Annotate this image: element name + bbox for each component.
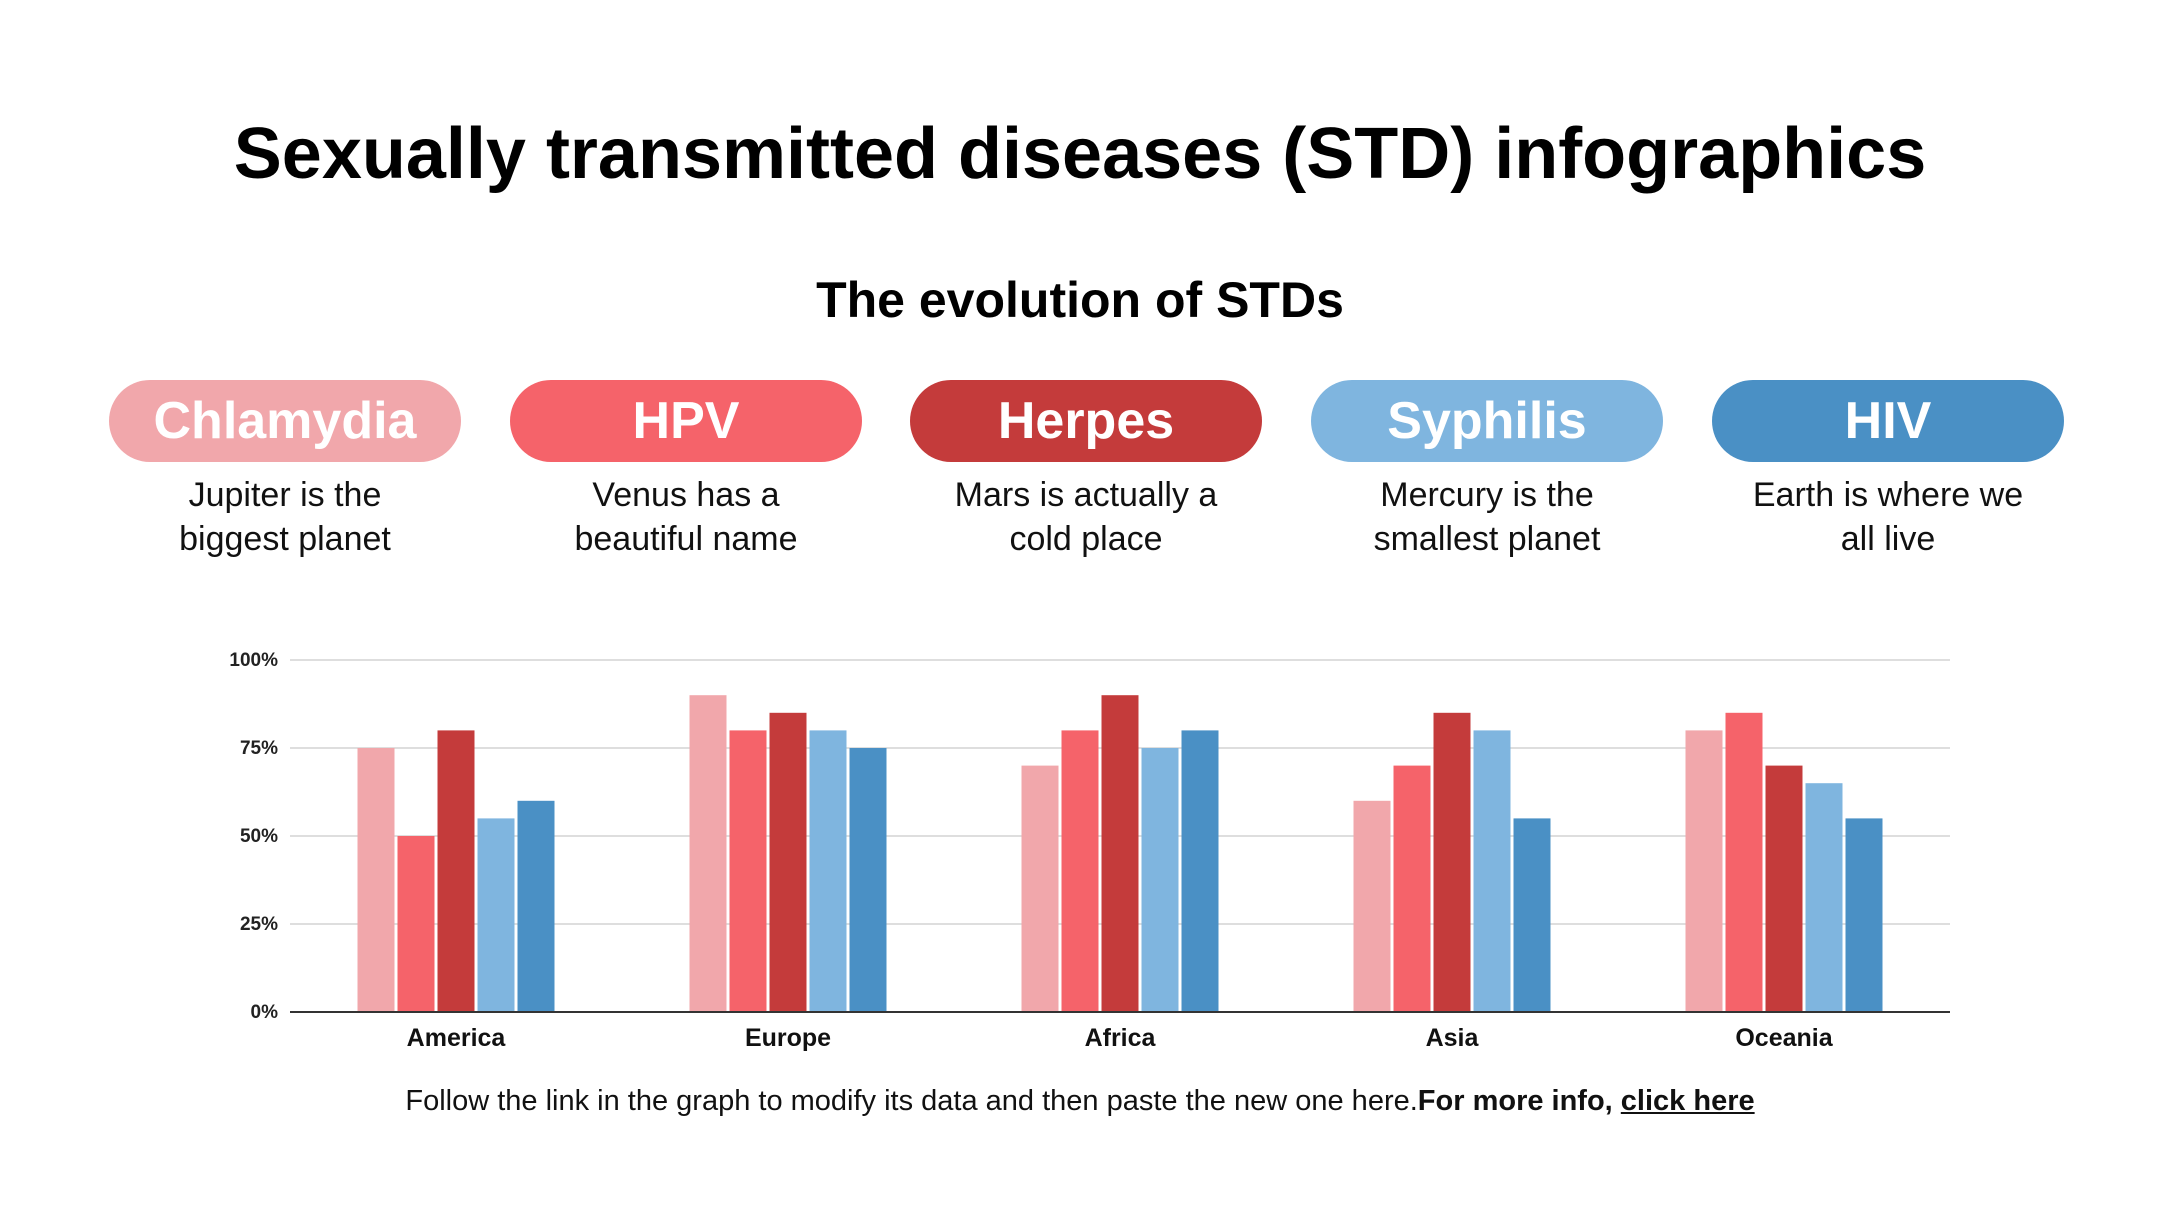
legend-pill-hpv: HPV <box>510 380 862 462</box>
bar-herpes-asia <box>1433 712 1471 1012</box>
bar-herpes-europe <box>769 712 807 1012</box>
x-tick-label: America <box>407 1024 507 1052</box>
bar-syphilis-asia <box>1473 730 1511 1012</box>
legend-pill-hiv: HIV <box>1712 380 2064 462</box>
legend-item-hpv: HPV Venus has a beautiful name <box>510 380 862 561</box>
bar-chlamydia-africa <box>1021 765 1059 1012</box>
legend-pill-syphilis: Syphilis <box>1311 380 1663 462</box>
bar-herpes-africa <box>1101 695 1139 1012</box>
legend-item-herpes: Herpes Mars is actually a cold place <box>910 380 1262 561</box>
bar-hpv-asia <box>1393 765 1431 1012</box>
legend-item-hiv: HIV Earth is where we all live <box>1712 380 2064 561</box>
legend-desc-line: Mars is actually a <box>954 476 1218 514</box>
legend-pill-herpes: Herpes <box>910 380 1262 462</box>
page-title: Sexually transmitted diseases (STD) info… <box>233 114 1927 194</box>
bar-hiv-oceania <box>1845 818 1883 1012</box>
bar-hiv-africa <box>1181 730 1219 1012</box>
bar-chlamydia-asia <box>1353 800 1391 1012</box>
legend-desc-herpes: Mars is actually a cold place <box>910 473 1262 561</box>
legend-desc-line: biggest planet <box>179 520 391 558</box>
page-subtitle: The evolution of STDs <box>816 272 1344 328</box>
legend-desc-hpv: Venus has a beautiful name <box>510 473 862 561</box>
legend-desc-line: Earth is where we <box>1752 476 2024 514</box>
bar-hiv-america <box>517 800 555 1012</box>
x-tick-label: Oceania <box>1735 1024 1833 1052</box>
legend-desc-line: smallest planet <box>1373 520 1601 558</box>
bar-hpv-oceania <box>1725 712 1763 1012</box>
bar-hiv-asia <box>1513 818 1551 1012</box>
y-tick-label: 25% <box>240 914 278 935</box>
x-tick-label: Asia <box>1426 1024 1480 1052</box>
legend-desc-line: all live <box>1840 520 1936 558</box>
footer-bold-text: For more info, <box>1417 1085 1621 1117</box>
legend-desc-line: cold place <box>1009 520 1163 558</box>
bar-syphilis-africa <box>1141 748 1179 1012</box>
legend-desc-syphilis: Mercury is the smallest planet <box>1311 473 1663 561</box>
x-tick-label: Africa <box>1085 1024 1157 1052</box>
bar-hpv-europe <box>729 730 767 1012</box>
footer-text: Follow the link in the graph to modify i… <box>405 1085 1418 1117</box>
bar-syphilis-oceania <box>1805 783 1843 1012</box>
bar-hpv-america <box>397 836 435 1012</box>
bar-syphilis-america <box>477 818 515 1012</box>
x-tick-label: Europe <box>745 1024 831 1052</box>
bar-herpes-oceania <box>1765 765 1803 1012</box>
legend-desc-line: Jupiter is the <box>188 476 382 514</box>
footer: Follow the link in the graph to modify i… <box>0 1087 2160 1116</box>
legend-item-chlamydia: Chlamydia Jupiter is the biggest planet <box>109 380 461 561</box>
bar-herpes-america <box>437 730 475 1012</box>
more-info-link[interactable]: click here <box>1620 1085 1755 1117</box>
bar-chlamydia-america <box>357 748 395 1012</box>
legend-desc-line: Venus has a <box>592 476 780 514</box>
y-tick-label: 50% <box>240 826 278 847</box>
bar-hiv-europe <box>849 748 887 1012</box>
bar-syphilis-europe <box>809 730 847 1012</box>
bar-hpv-africa <box>1061 730 1099 1012</box>
bar-chlamydia-europe <box>689 695 727 1012</box>
bar-chlamydia-oceania <box>1685 730 1723 1012</box>
legend-desc-line: beautiful name <box>574 520 798 558</box>
y-tick-label: 75% <box>240 738 278 759</box>
y-tick-label: 0% <box>251 1002 279 1023</box>
legend-desc-hiv: Earth is where we all live <box>1712 473 2064 561</box>
legend: Chlamydia Jupiter is the biggest planet … <box>0 380 2160 580</box>
legend-pill-chlamydia: Chlamydia <box>109 380 461 462</box>
legend-item-syphilis: Syphilis Mercury is the smallest planet <box>1311 380 1663 561</box>
legend-desc-chlamydia: Jupiter is the biggest planet <box>109 473 461 561</box>
y-tick-label: 100% <box>229 650 278 671</box>
legend-desc-line: Mercury is the <box>1380 476 1594 514</box>
